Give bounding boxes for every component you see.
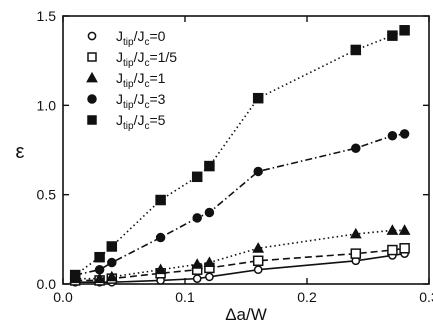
y-tick-label: 0.5	[37, 187, 57, 203]
x-tick-label: 0.3	[419, 289, 433, 305]
series-line	[75, 133, 405, 276]
legend-item: Jtip/Jc=5	[87, 112, 166, 132]
data-point	[252, 242, 265, 253]
x-tick-label: 0.0	[53, 289, 73, 305]
data-point	[204, 160, 215, 172]
data-point	[192, 213, 202, 223]
data-point	[399, 25, 410, 36]
data-point	[399, 129, 410, 139]
legend: Jtip/Jc=0Jtip/Jc=1/5Jtip/Jc=1Jtip/Jc=3Jt…	[86, 28, 177, 132]
data-point	[399, 243, 410, 254]
data-point	[93, 272, 106, 284]
data-point	[105, 270, 118, 282]
x-tick-label: 0.2	[297, 289, 317, 305]
legend-marker	[87, 31, 97, 41]
x-tick-label: 0.1	[175, 289, 195, 305]
y-tick-label: 0.0	[37, 276, 57, 292]
legend-marker	[87, 94, 97, 104]
data-point	[191, 258, 204, 269]
series-layer	[69, 25, 411, 287]
series-1	[69, 243, 410, 286]
series-line	[75, 252, 405, 284]
legend-item: Jtip/Jc=0	[87, 28, 166, 48]
legend-marker	[86, 71, 98, 83]
data-point	[349, 227, 362, 239]
data-point	[387, 130, 398, 141]
legend-item: Jtip/Jc=1	[86, 70, 166, 90]
data-point	[253, 166, 263, 177]
legend-label: Jtip/Jc=1	[116, 70, 166, 90]
legend-marker	[87, 52, 97, 62]
data-point	[252, 255, 264, 267]
data-point	[350, 248, 362, 259]
data-point	[155, 194, 166, 206]
legend-item: Jtip/Jc=1/5	[87, 49, 177, 69]
series-4	[69, 25, 410, 281]
data-point	[386, 224, 399, 235]
data-point	[106, 241, 118, 252]
legend-item: Jtip/Jc=3	[87, 91, 166, 111]
axis-ticks: 0.0 0.1 0.2 0.3 0.0 0.5 1.0 1.5	[37, 8, 433, 305]
y-axis-label: ε	[16, 141, 25, 163]
data-point	[191, 171, 203, 183]
legend-label: Jtip/Jc=1/5	[116, 49, 177, 69]
data-point	[350, 44, 362, 56]
y-tick-label: 1.5	[37, 8, 57, 24]
data-point	[94, 264, 105, 275]
legend-label: Jtip/Jc=5	[116, 112, 166, 132]
data-point	[155, 232, 166, 243]
plot-frame	[62, 15, 430, 285]
x-axis-label: Δa/W	[225, 305, 267, 324]
y-tick-label: 1.0	[37, 97, 57, 113]
data-point	[204, 207, 215, 218]
legend-label: Jtip/Jc=0	[116, 28, 166, 48]
series-2	[69, 224, 411, 284]
data-point	[351, 143, 361, 153]
data-point	[154, 263, 167, 275]
data-point	[205, 272, 214, 282]
data-point	[69, 269, 81, 281]
data-point	[387, 30, 398, 41]
data-point	[387, 244, 398, 256]
series-line	[75, 247, 405, 282]
data-point	[192, 274, 202, 283]
data-point	[203, 256, 216, 267]
data-point	[253, 265, 263, 275]
data-point	[252, 92, 264, 104]
data-point	[107, 257, 117, 268]
legend-marker	[87, 115, 97, 125]
data-point	[398, 224, 411, 235]
legend-label: Jtip/Jc=3	[116, 91, 166, 111]
data-point	[94, 251, 105, 263]
